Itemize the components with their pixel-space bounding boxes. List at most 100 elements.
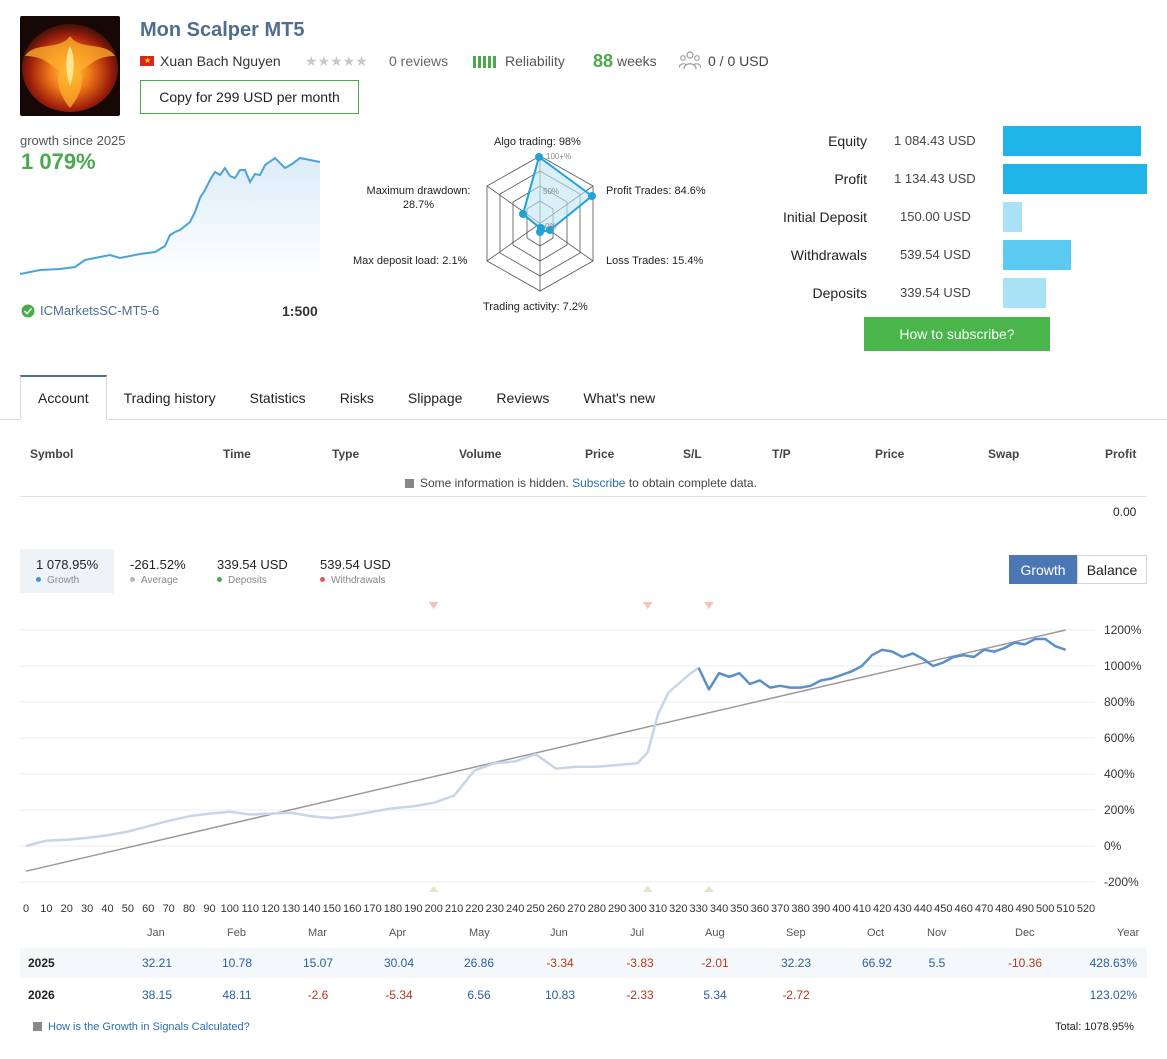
signal-avatar[interactable] (20, 16, 120, 116)
x-tick-label: 450 (934, 903, 952, 915)
month-value: 32.23 (780, 956, 812, 970)
leverage-value: 1:500 (282, 303, 318, 319)
weeks-label: weeks (617, 53, 657, 69)
x-tick-label: 110 (241, 903, 259, 915)
col-header-time[interactable]: Time (223, 447, 251, 461)
tab-account[interactable]: Account (20, 375, 107, 420)
total-profit: 0.00 (1113, 505, 1137, 519)
x-tick-label: 370 (771, 903, 789, 915)
x-tick-label: 60 (142, 903, 154, 915)
x-tick-label: 220 (465, 903, 483, 915)
y-tick-label: 200% (1104, 803, 1135, 817)
x-tick-label: 380 (791, 903, 809, 915)
x-tick-label: 250 (526, 903, 544, 915)
col-header-swap[interactable]: Swap (988, 447, 1020, 461)
signal-title[interactable]: Mon Scalper MT5 (140, 19, 305, 41)
stat-bar (1003, 164, 1147, 194)
month-value: -2.01 (701, 956, 729, 970)
chip-withdrawals[interactable]: 539.54 USD Withdrawals (320, 557, 391, 586)
x-tick-label: 400 (832, 903, 850, 915)
author-name[interactable]: Xuan Bach Nguyen (160, 53, 281, 69)
info-icon (33, 1022, 42, 1031)
risk-radar-chart: 100+% 50% 0% Algo trading: 98% Profit Tr… (340, 128, 740, 318)
month-value: 6.56 (467, 988, 491, 1002)
y-tick-label: 600% (1104, 731, 1135, 745)
reliability-bars-icon (473, 56, 496, 68)
month-value: 5.34 (703, 988, 727, 1002)
stat-value: 1 084.43 USD (894, 133, 976, 148)
col-header-profit[interactable]: Profit (1105, 447, 1137, 461)
tab-risks[interactable]: Risks (339, 389, 374, 406)
subscribe-link[interactable]: Subscribe (572, 476, 626, 490)
col-header-tp[interactable]: T/P (772, 447, 791, 461)
balance-toggle-button[interactable]: Balance (1077, 555, 1147, 584)
month-value: 26.86 (463, 956, 495, 970)
col-header-volume[interactable]: Volume (459, 447, 502, 461)
stat-bar (1003, 202, 1022, 232)
x-tick-label: 30 (81, 903, 93, 915)
stat-label: Withdrawals (790, 247, 867, 263)
col-header-close-price[interactable]: Price (875, 447, 905, 461)
month-value: -2.72 (782, 988, 810, 1002)
x-tick-label: 70 (163, 903, 175, 915)
how-to-subscribe-button[interactable]: How to subscribe? (864, 317, 1050, 351)
growth-mini-area (20, 158, 320, 280)
radar-ring-100-label: 100+% (546, 152, 571, 161)
radar-label-algo: Algo trading: 98% (494, 136, 581, 148)
x-tick-label: 160 (343, 903, 361, 915)
col-header-symbol[interactable]: Symbol (30, 447, 74, 461)
growth-toggle-button[interactable]: Growth (1009, 555, 1077, 584)
y-tick-label: -200% (1104, 875, 1139, 889)
trend-line (25, 629, 1066, 872)
stat-value: 1 134.43 USD (894, 171, 976, 186)
reliability-label: Reliability (505, 53, 565, 69)
x-tick-label: 390 (812, 903, 830, 915)
copy-signal-button[interactable]: Copy for 299 USD per month (140, 80, 359, 114)
reviews-count[interactable]: 0 reviews (389, 53, 449, 69)
col-header-sl[interactable]: S/L (683, 447, 702, 461)
growth-chart[interactable]: 1200% 1000% 800% 600% 400% 200% 0% -200% 0 10 20 30… (0, 596, 1167, 921)
x-tick-label: 80 (183, 903, 195, 915)
stat-value: 339.54 USD (900, 285, 971, 300)
radar-ring-50-label: 50% (543, 187, 559, 196)
vietnam-flag-icon: ★ (140, 56, 154, 66)
tabs-divider (0, 419, 1167, 420)
tab-trading-history[interactable]: Trading history (123, 389, 216, 406)
event-marker-top (642, 602, 653, 609)
radar-point-profit (588, 192, 596, 200)
month-value: 32.21 (141, 956, 173, 970)
subscribers-count: 0 / 0 USD (708, 53, 769, 69)
chip-average[interactable]: -261.52% Average (130, 557, 186, 586)
y-tick-label: 1000% (1104, 659, 1142, 673)
x-tick-label: 340 (710, 903, 728, 915)
x-tick-label: 20 (61, 903, 73, 915)
x-tick-label: 350 (730, 903, 748, 915)
y-tick-label: 0% (1104, 839, 1122, 853)
table-divider (20, 496, 1147, 497)
x-tick-label: 260 (547, 903, 565, 915)
stat-label: Initial Deposit (782, 209, 867, 225)
chip-growth[interactable]: 1 078.95% Growth (20, 549, 114, 593)
month-header: Mar (308, 927, 327, 939)
month-header: Nov (927, 927, 947, 939)
col-header-type[interactable]: Type (332, 447, 360, 461)
broker-server[interactable]: ICMarketsSC-MT5-6 (40, 303, 160, 318)
tab-slippage[interactable]: Slippage (407, 389, 463, 406)
subscribers-icon (678, 50, 702, 75)
growth-label: growth since 2025 (20, 133, 126, 148)
chip-deposits[interactable]: 339.54 USD Deposits (217, 557, 288, 586)
tab-whats-new[interactable]: What's new (583, 389, 656, 406)
stat-label: Deposits (812, 285, 867, 301)
col-header-price[interactable]: Price (585, 447, 615, 461)
tab-statistics[interactable]: Statistics (249, 389, 306, 406)
month-value: -2.33 (626, 988, 654, 1002)
growth-mini-line (20, 156, 321, 275)
x-tick-label: 470 (975, 903, 993, 915)
growth-calculation-link[interactable]: How is the Growth in Signals Calculated? (48, 1021, 250, 1033)
month-value: 30.04 (383, 956, 415, 970)
rating-stars: ★★★★★ (305, 53, 368, 69)
tab-reviews[interactable]: Reviews (496, 389, 550, 406)
x-tick-label: 50 (122, 903, 134, 915)
x-tick-label: 210 (445, 903, 463, 915)
stat-value: 539.54 USD (900, 247, 971, 262)
